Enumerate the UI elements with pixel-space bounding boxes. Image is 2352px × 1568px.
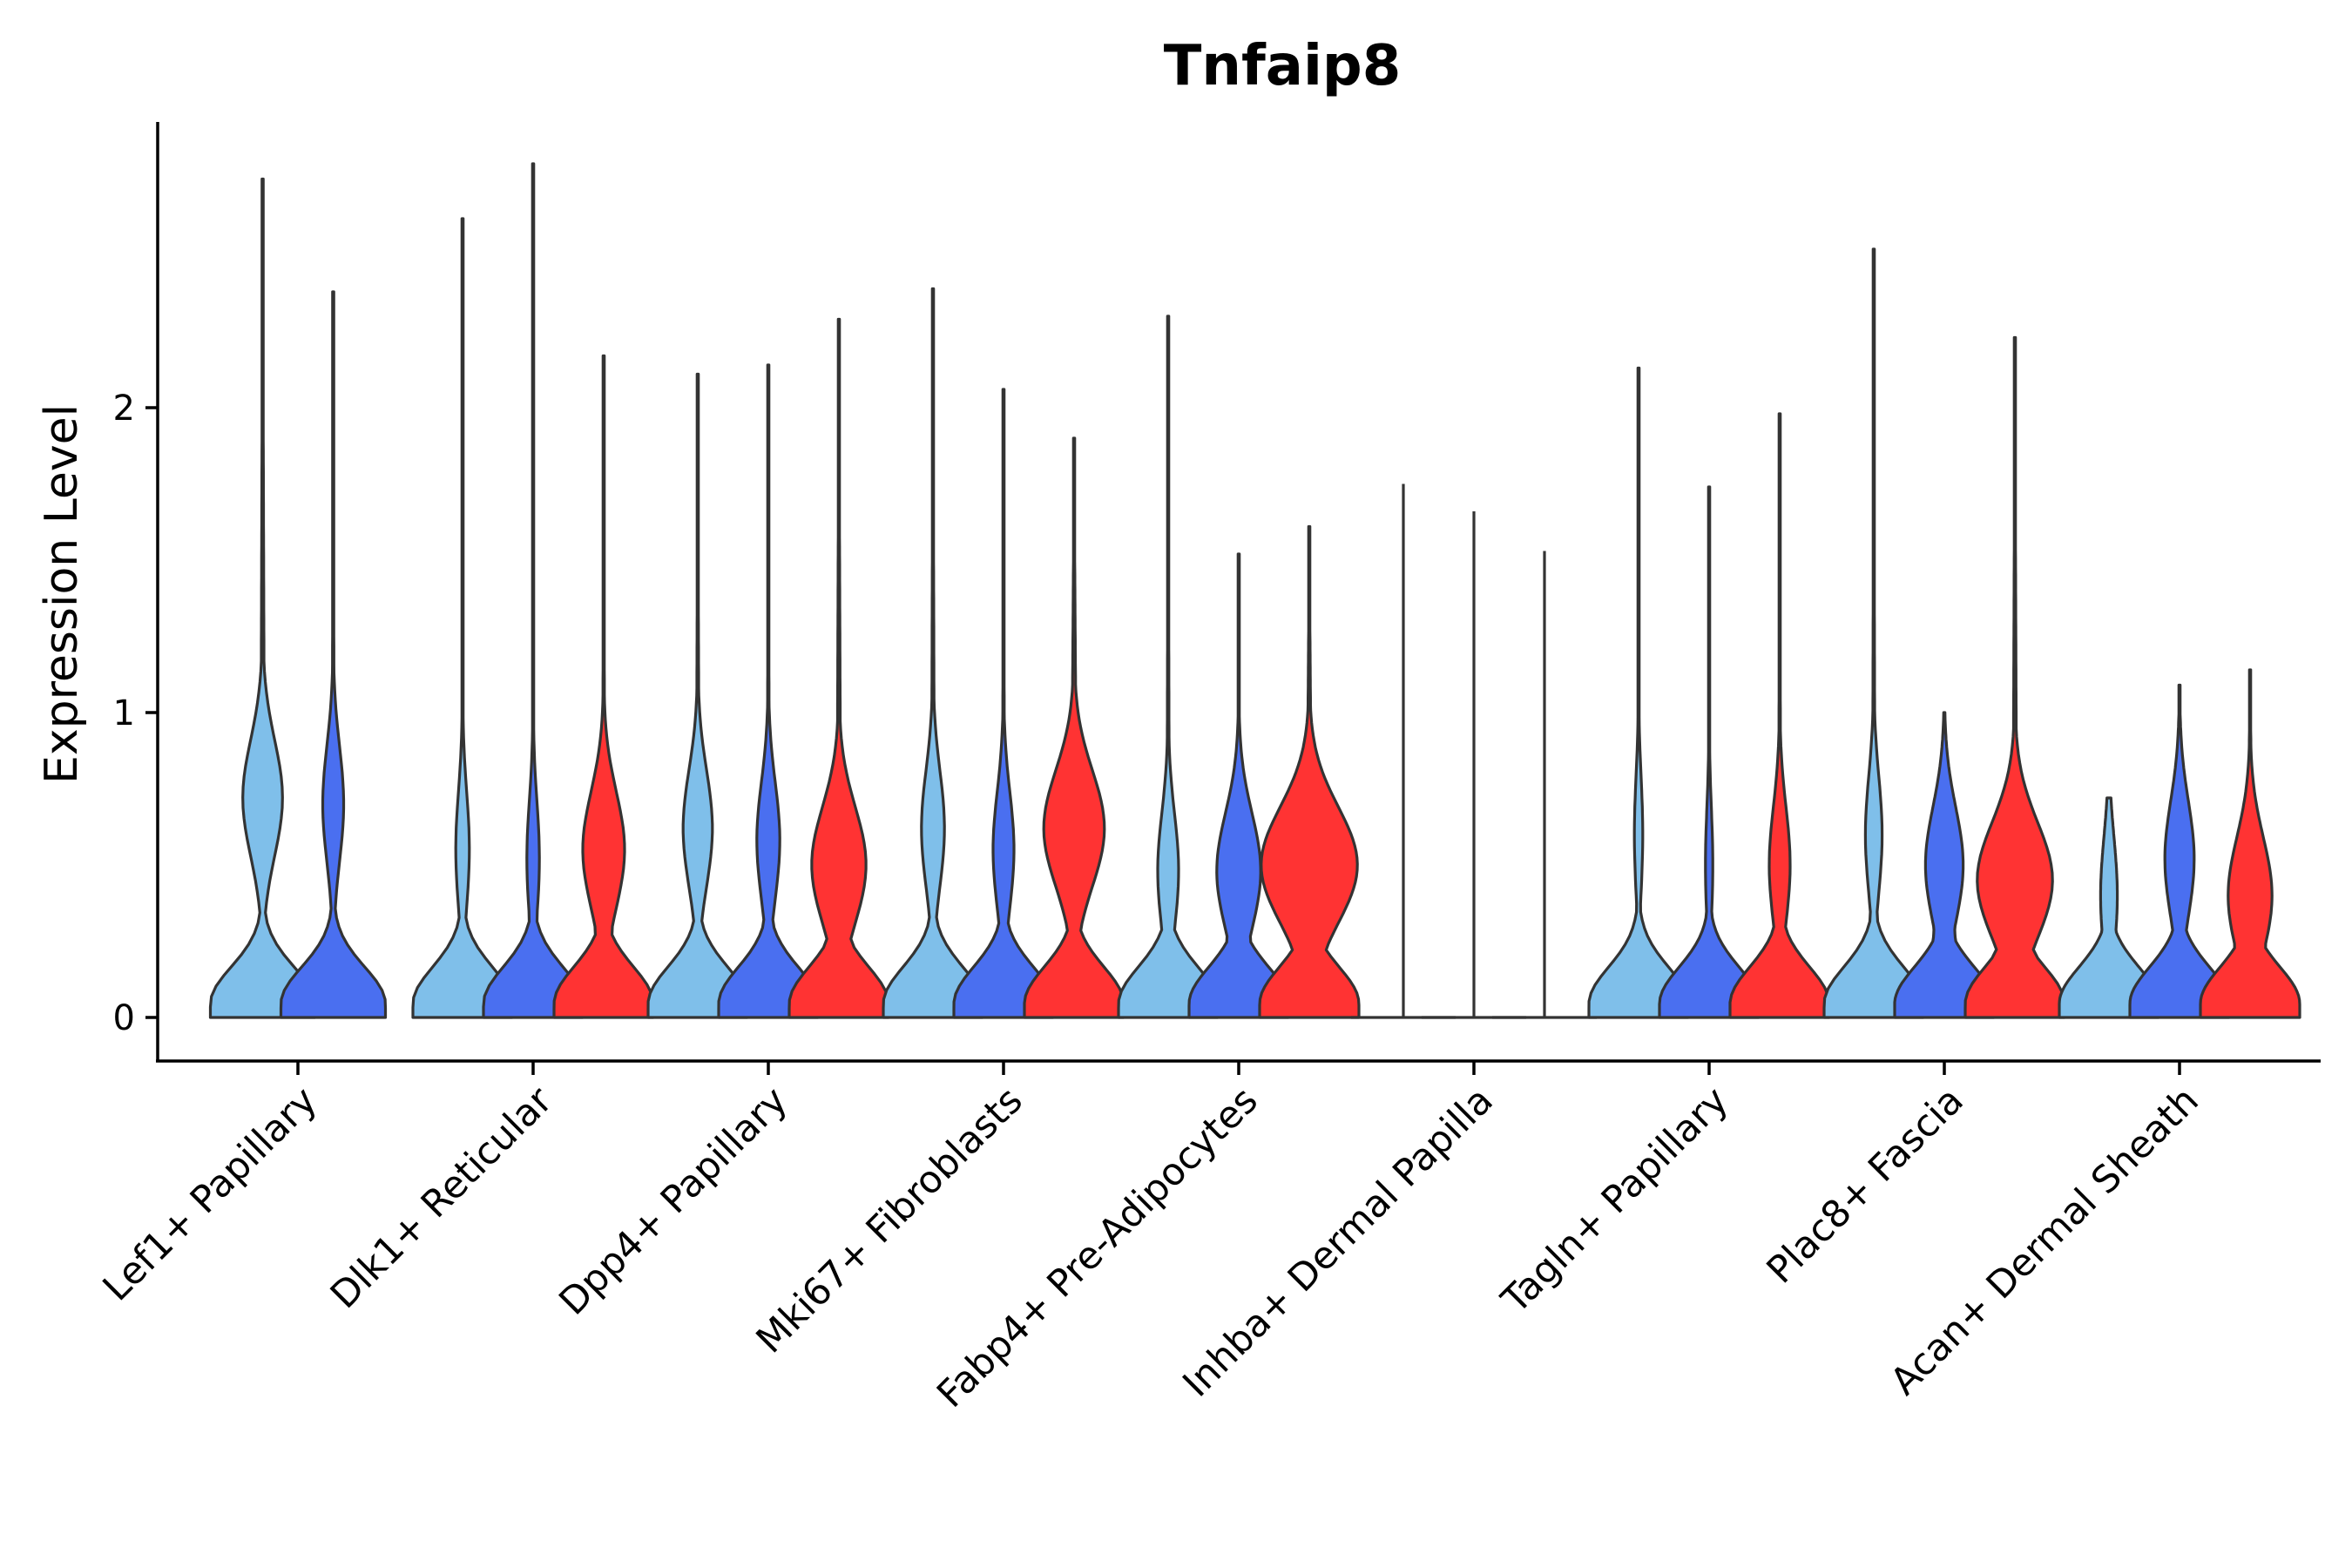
x-tick-label: Plac8+ Fascia (1759, 1078, 1972, 1292)
violin (882, 287, 984, 1019)
x-tick-label: Dpp4+ Papillary (551, 1078, 796, 1323)
violin (1963, 335, 2066, 1019)
y-tick-label: 1 (113, 693, 135, 733)
violin (411, 217, 514, 1019)
chart-title: Tnfaip8 (1164, 34, 1402, 98)
violin (2199, 668, 2301, 1019)
y-tick-label: 2 (113, 389, 135, 429)
violin (552, 354, 655, 1019)
x-tick-label: Lef1+ Papillary (95, 1078, 326, 1309)
violin (208, 177, 317, 1019)
y-ticks: 0 1 2 (113, 389, 158, 1038)
violin (646, 372, 749, 1019)
violin-layer (208, 162, 2301, 1019)
violin (279, 290, 388, 1019)
violin (1117, 314, 1220, 1019)
violin (1822, 247, 1925, 1019)
violin (1023, 436, 1125, 1019)
y-tick-label: 0 (113, 998, 135, 1038)
x-tick-label: Tagln+ Papillary (1493, 1078, 1737, 1322)
violin (1187, 552, 1290, 1019)
x-tick-label: Dlk1+ Reticular (322, 1078, 561, 1317)
y-axis-label: Expression Level (36, 404, 88, 784)
violin (1728, 412, 1831, 1019)
violin (717, 363, 820, 1019)
violin (2128, 683, 2231, 1019)
x-tick-label: Mki67+ Fibroblasts (748, 1078, 1031, 1362)
violin (787, 317, 890, 1019)
violin (1658, 485, 1761, 1019)
violin (1258, 524, 1361, 1019)
violin (952, 388, 1055, 1019)
violin (1587, 366, 1690, 1019)
violin (482, 162, 585, 1019)
